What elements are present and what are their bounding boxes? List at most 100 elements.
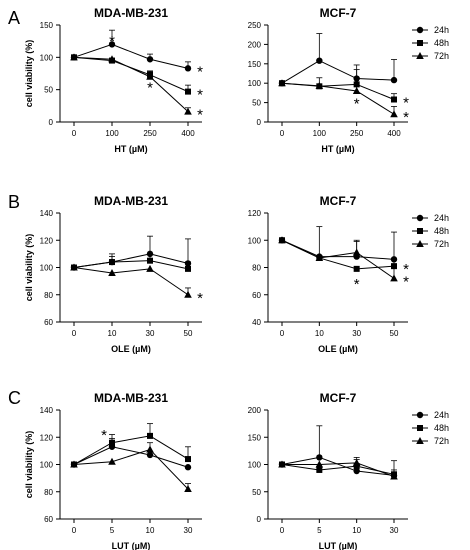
y-tick-label: 50 — [44, 86, 53, 95]
x-tick-label: 250 — [350, 129, 364, 138]
y-tick-label: 80 — [44, 291, 53, 300]
panel-letter-b: B — [8, 192, 20, 212]
series-line — [73, 56, 189, 113]
chart-5: MDA-MB-231 60 80 100 120 140 0 5 10 30 LUT (µM) cel… — [24, 391, 202, 550]
legend-marker-triangle — [416, 52, 424, 59]
data-point — [146, 56, 154, 63]
data-point — [352, 86, 361, 94]
data-point — [185, 456, 191, 463]
x-axis-label: LUT (µM) — [319, 541, 358, 550]
significance-asterisk: * — [101, 427, 107, 444]
x-axis-label: LUT (µM) — [112, 541, 151, 550]
y-tick-label: 80 — [44, 488, 53, 497]
data-point — [316, 454, 323, 461]
chart-title: MDA-MB-231 — [94, 391, 168, 405]
y-tick-label: 80 — [252, 264, 261, 273]
data-point — [146, 72, 154, 80]
data-point — [108, 268, 116, 276]
y-tick-label: 200 — [248, 406, 262, 415]
data-point — [352, 458, 361, 466]
significance-asterisk: * — [197, 63, 203, 80]
data-point — [352, 248, 361, 256]
data-point — [184, 485, 192, 493]
series-line — [281, 60, 395, 84]
y-tick-label: 0 — [257, 118, 262, 127]
x-tick-label: 50 — [184, 329, 193, 338]
x-tick-label: 0 — [72, 329, 77, 338]
data-point — [146, 451, 154, 459]
data-point — [108, 457, 116, 465]
y-tick-label: 100 — [248, 461, 262, 470]
legend-label: 72h — [434, 239, 449, 249]
y-tick-label: 150 — [248, 433, 262, 442]
y-axis-label: cell viability (%) — [24, 40, 34, 108]
y-tick-label: 120 — [248, 209, 262, 218]
x-tick-label: 0 — [280, 129, 285, 138]
data-point — [108, 41, 116, 48]
legend-marker-circle — [416, 411, 424, 419]
legend-marker-square — [417, 425, 423, 431]
series-72h — [70, 445, 192, 493]
data-point — [185, 88, 191, 95]
y-tick-label: 120 — [40, 236, 54, 245]
y-tick-label: 120 — [40, 433, 54, 442]
data-point — [108, 55, 116, 63]
x-axis-label: OLE (µM) — [111, 344, 151, 354]
x-tick-label: 10 — [146, 526, 155, 535]
data-point — [147, 432, 153, 439]
series-72h — [70, 53, 192, 115]
chart-3: MDA-MB-231 60 80 100 120 140 0 10 30 50 OLE (µM) ce… — [24, 194, 203, 354]
y-axis-label: cell viability (%) — [24, 431, 34, 499]
series-line — [73, 267, 189, 296]
data-point — [390, 274, 398, 282]
legend: 24h 48h 72h — [412, 25, 449, 61]
significance-asterisk: * — [147, 79, 153, 96]
y-tick-label: 100 — [248, 236, 262, 245]
data-point — [70, 263, 78, 271]
significance-asterisk: * — [197, 290, 203, 307]
y-tick-label: 60 — [44, 318, 53, 327]
series-72h — [70, 263, 192, 298]
legend-marker-triangle — [416, 437, 424, 444]
x-tick-label: 5 — [110, 526, 115, 535]
legend-label: 48h — [434, 38, 449, 48]
legend-label: 72h — [434, 51, 449, 61]
x-tick-label: 30 — [390, 526, 399, 535]
x-tick-label: 30 — [184, 526, 193, 535]
x-tick-label: 50 — [390, 329, 399, 338]
significance-asterisk: * — [197, 87, 203, 104]
chart-title: MDA-MB-231 — [94, 6, 168, 20]
series-line — [281, 239, 395, 260]
data-point — [278, 79, 286, 87]
legend-label: 48h — [434, 226, 449, 236]
y-tick-label: 60 — [44, 515, 53, 524]
x-tick-label: 0 — [280, 526, 285, 535]
series-72h — [278, 79, 398, 118]
y-axis-label: cell viability (%) — [24, 234, 34, 302]
data-point — [353, 467, 360, 475]
significance-asterisk: * — [403, 94, 409, 111]
legend-label: 24h — [434, 410, 449, 420]
x-tick-label: 100 — [105, 129, 119, 138]
panel-letter-a: A — [8, 8, 20, 28]
series-line — [73, 260, 189, 270]
y-tick-label: 100 — [248, 79, 262, 88]
y-tick-label: 100 — [40, 53, 54, 62]
data-point — [390, 76, 398, 84]
data-point — [353, 265, 360, 272]
x-tick-label: 10 — [352, 526, 361, 535]
legend-label: 48h — [434, 423, 449, 433]
chart-title: MCF-7 — [320, 6, 357, 20]
y-tick-label: 200 — [248, 40, 262, 49]
data-point — [390, 110, 398, 118]
x-tick-label: 250 — [143, 129, 157, 138]
legend: 24h 48h 72h — [412, 213, 449, 249]
y-tick-label: 50 — [252, 488, 261, 497]
x-tick-label: 10 — [315, 329, 324, 338]
legend-label: 24h — [434, 213, 449, 223]
series-line — [73, 43, 189, 69]
data-point — [147, 257, 153, 264]
